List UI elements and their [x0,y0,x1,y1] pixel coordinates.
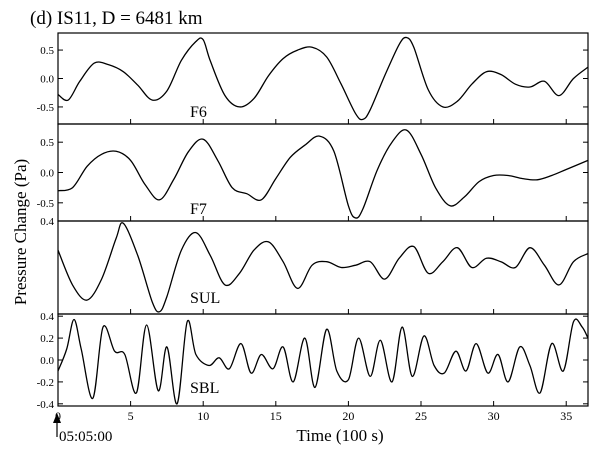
x-tick-label: 25 [415,409,427,423]
y-tick-label: 0.2 [40,333,54,345]
y-tick-label: 0.5 [40,45,54,57]
series-line-f6 [57,36,589,121]
panel-frame [57,32,589,125]
x-tick-label: 35 [560,409,572,423]
panel-frame [57,220,589,315]
panel-sul: 0.4 SUL [40,216,589,315]
x-tick-label: 15 [270,409,282,423]
x-tick-label: 30 [488,409,500,423]
panel-frame [57,313,589,407]
y-tick-label: 0.4 [40,216,54,228]
x-axis-label: Time (100 s) [296,426,383,445]
panel-label: F7 [190,201,207,218]
y-tick-label: 0.0 [40,74,54,86]
y-tick-label: -0.5 [37,102,55,114]
y-tick-label: -0.5 [37,198,55,210]
y-tick-label: -0.4 [37,399,55,411]
start-time-arrow-icon [53,413,61,437]
x-tick-label: 20 [342,409,354,423]
chart-title: (d) IS11, D = 6481 km [30,8,203,29]
panels: 0.5 0.0 -0.5 F6 0.5 0.0 -0.5 F7 0.4 SUL 0.4 0.2 0.0 -… [37,32,589,411]
start-time-label: 05:05:00 [59,429,112,445]
panel-f7: 0.5 0.0 -0.5 F7 [37,123,589,222]
x-ticks: 0 5 10 15 20 25 30 35 [55,409,572,423]
panel-label: F6 [190,104,207,121]
y-tick-label: 0.0 [40,355,54,367]
y-tick-label: 0.4 [40,311,54,323]
panel-label: SUL [190,290,220,307]
x-tick-label: 0 [55,409,61,423]
panel-sbl: 0.4 0.2 0.0 -0.2 -0.4 SBL [37,311,589,411]
x-tick-label: 5 [128,409,134,423]
y-tick-label: 0.0 [40,168,54,180]
panel-f6: 0.5 0.0 -0.5 F6 [37,32,589,125]
y-tick-label: -0.2 [37,377,54,389]
series-line-f7 [57,129,589,219]
series-line-sbl [57,318,589,405]
x-tick-label: 10 [197,409,209,423]
series-line-sul [57,222,589,313]
panel-label: SBL [190,380,219,397]
y-tick-label: 0.5 [40,137,54,149]
y-axis-label: Pressure Change (Pa) [11,159,30,305]
